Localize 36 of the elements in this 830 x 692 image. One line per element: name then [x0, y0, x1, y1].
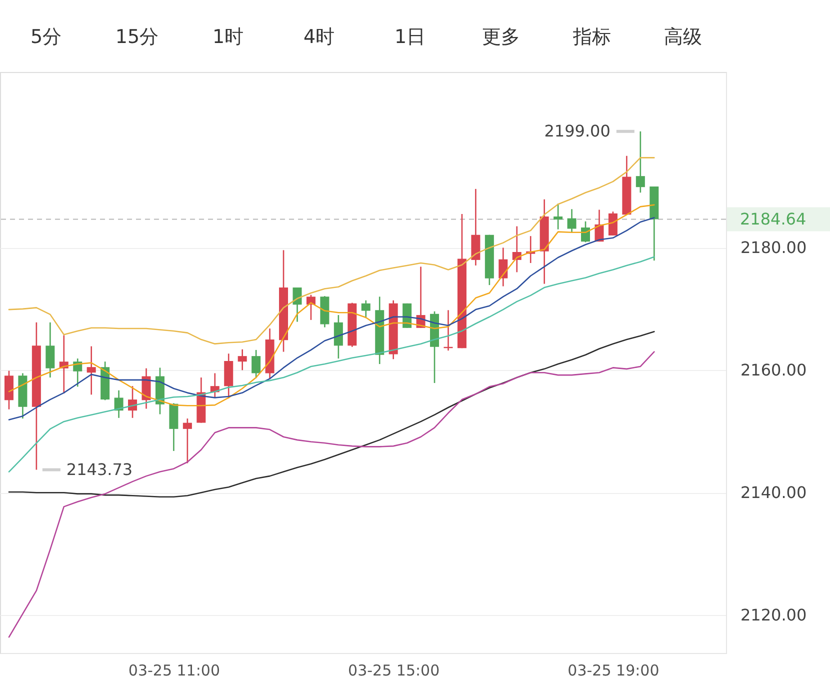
y-tick-label: 2180.00 — [740, 238, 807, 258]
candlestick — [608, 210, 618, 236]
y-tick-label: 2140.00 — [740, 483, 807, 502]
text: 更多 — [482, 26, 520, 48]
text: 高级 — [664, 26, 702, 48]
annotation: 2199.00 — [544, 121, 610, 140]
text: 指标 — [572, 26, 611, 48]
line-series — [8, 330, 655, 498]
x-tick-label: 03-25 15:00 — [348, 662, 440, 680]
line-series — [8, 351, 655, 638]
candlestick — [86, 346, 96, 396]
line-series — [8, 157, 655, 344]
annotation: 2143.73 — [66, 460, 133, 479]
candlestick — [252, 349, 261, 379]
candlestick — [238, 348, 247, 371]
candlestick — [581, 220, 590, 243]
text: 4时 — [303, 26, 335, 48]
candlestick — [182, 418, 192, 464]
candlestick — [334, 314, 343, 360]
candlestick — [567, 208, 576, 234]
candlestick — [554, 202, 563, 230]
candlestick — [46, 322, 55, 378]
x-tick-label: 03-25 19:00 — [568, 662, 660, 680]
text: 1日 — [394, 26, 426, 48]
text: 5分 — [30, 26, 62, 48]
y-tick-label: 2120.00 — [740, 606, 807, 625]
text: 1时 — [212, 26, 244, 48]
candlestick — [636, 130, 645, 194]
candlestick — [292, 286, 302, 322]
candlestick — [498, 247, 508, 287]
candlestick — [114, 390, 124, 419]
x-tick-label: 03-25 11:00 — [128, 662, 220, 680]
candlestick — [361, 300, 370, 319]
text: 15分 — [115, 26, 159, 48]
y-tick-label: 2160.00 — [740, 360, 807, 380]
ref-line-label: 2184.64 — [740, 209, 806, 228]
